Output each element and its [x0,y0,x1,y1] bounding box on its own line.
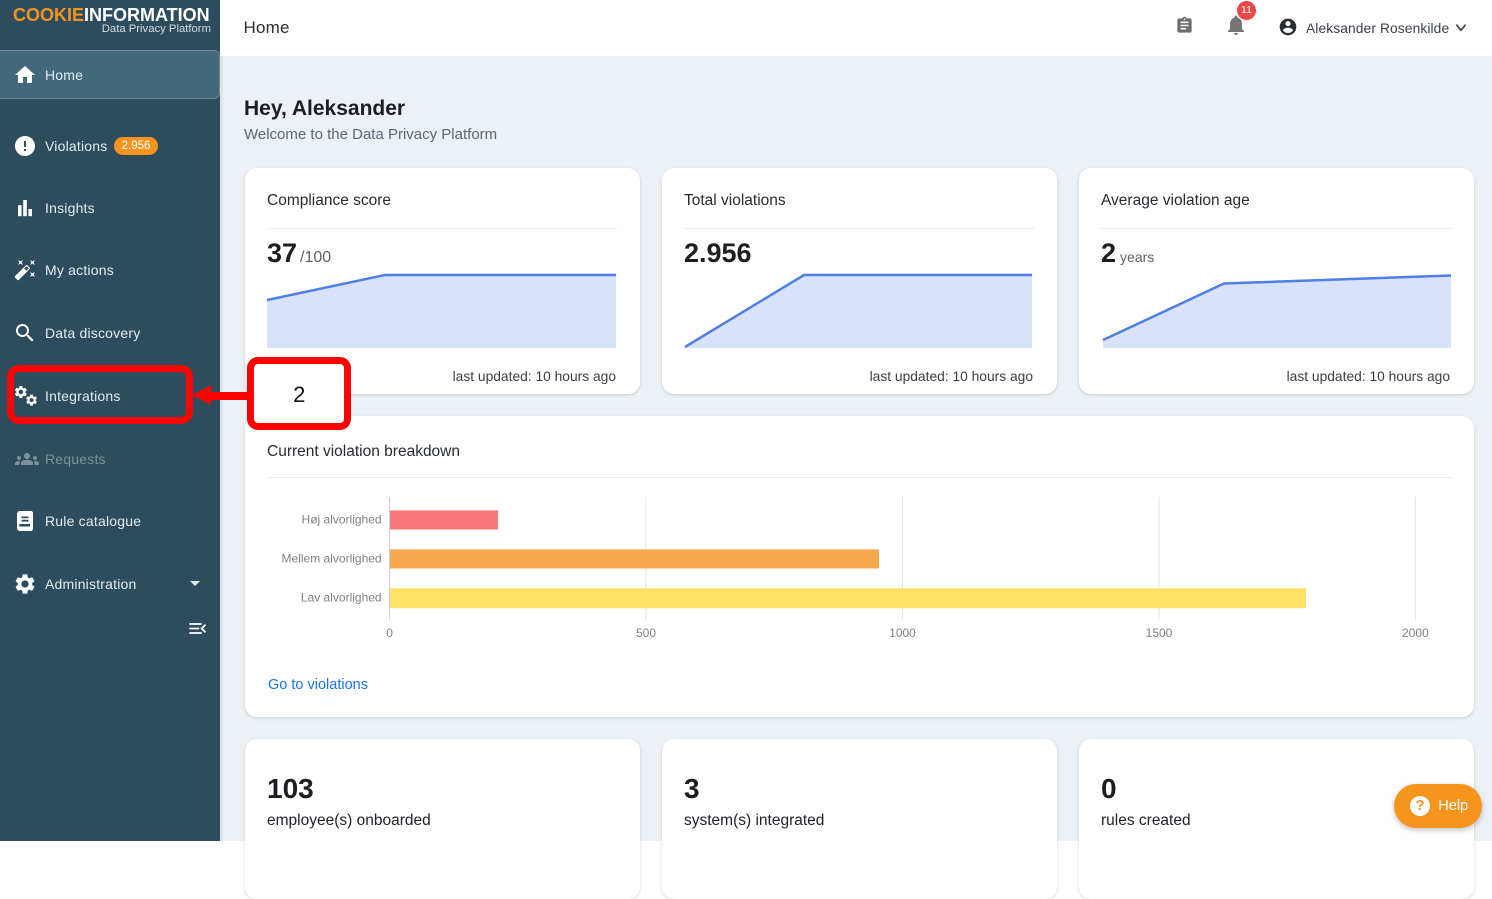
svg-text:0: 0 [386,626,393,640]
svg-text:1000: 1000 [889,626,916,640]
svg-text:Mellem alvorlighed: Mellem alvorlighed [282,552,382,566]
svg-text:500: 500 [636,626,656,640]
svg-text:2000: 2000 [1402,626,1429,640]
svg-text:Høj alvorlighed: Høj alvorlighed [302,513,382,527]
svg-text:1500: 1500 [1146,626,1173,640]
svg-text:Lav alvorlighed: Lav alvorlighed [301,591,382,605]
